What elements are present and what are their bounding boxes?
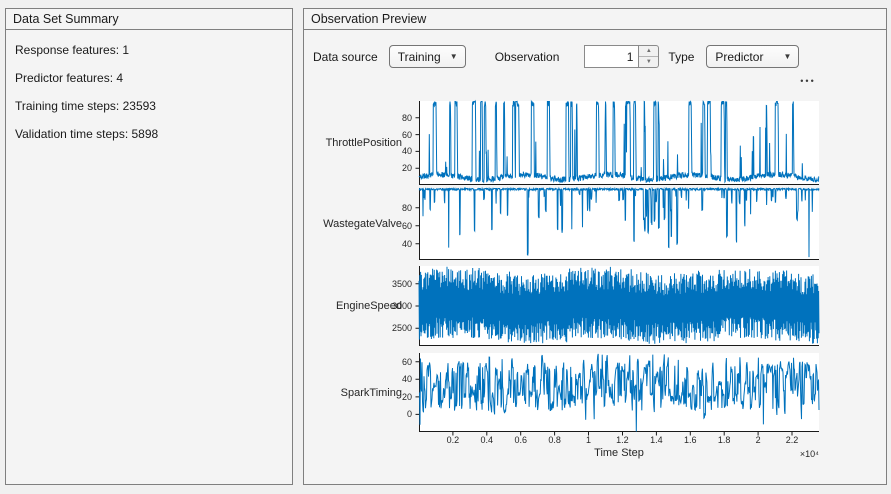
- subplot-wastegatevalve: [415, 186, 820, 260]
- response-features-text: Response features: 1: [15, 43, 130, 57]
- observation-preview-panel: Observation Preview Data source Training…: [303, 8, 887, 485]
- x-tick-label: 2.2: [785, 435, 799, 445]
- x-tick-label: 0.8: [548, 435, 561, 445]
- y-tick-label: 60: [401, 220, 412, 231]
- y-tick-label: 40: [401, 238, 412, 249]
- y-axis-variable-label: SparkTiming: [340, 386, 402, 399]
- axis-lines: [415, 353, 819, 436]
- chevron-down-icon: ▼: [783, 52, 792, 61]
- x-tick-label: 1.4: [650, 435, 663, 445]
- observation-spinner: ▲ ▼: [638, 45, 660, 68]
- x-tick-label: 2: [755, 435, 761, 445]
- y-axis-variable-label: WastegateValve: [323, 218, 402, 230]
- signal-line: [418, 99, 820, 184]
- y-tick-label: 80: [401, 202, 412, 213]
- observation-preview-title: Observation Preview: [304, 9, 886, 30]
- y-tick-label: 3000: [391, 301, 412, 311]
- x-tick-label: 0.6: [514, 435, 527, 445]
- data-source-label: Data source: [313, 49, 378, 64]
- type-label: Type: [668, 49, 695, 64]
- axis-lines: [415, 266, 819, 346]
- observation-input[interactable]: [584, 45, 639, 68]
- x-axis-exponent: ×10⁴: [799, 449, 819, 459]
- y-tick-label: 40: [401, 374, 412, 385]
- training-steps-text: Training time steps: 23593: [15, 99, 156, 113]
- validation-steps-text: Validation time steps: 5898: [15, 127, 159, 141]
- axis-lines: [415, 188, 819, 260]
- axis-lines: [415, 101, 819, 185]
- observation-toolbar: Data source Training ▼ Observation ▲ ▼ T…: [313, 45, 800, 68]
- signal-line: [418, 266, 820, 344]
- y-axis-variable-label: EngineSpeed: [335, 300, 402, 312]
- chevron-down-icon: ▼: [449, 52, 458, 61]
- spinner-down-icon[interactable]: ▼: [645, 59, 652, 65]
- x-tick-label: 0.2: [446, 435, 460, 445]
- y-tick-label: 80: [401, 112, 412, 123]
- data-source-value: Training: [397, 49, 441, 64]
- x-tick-label: 0.4: [480, 435, 494, 445]
- subplot-enginespeed: [415, 266, 820, 346]
- y-tick-label: 40: [401, 146, 412, 157]
- y-tick-label: 3500: [391, 278, 412, 289]
- spinner-up-icon[interactable]: ▲: [639, 46, 659, 57]
- signal-line: [418, 353, 820, 432]
- dataset-summary-list: Response features: 1 Predictor features:…: [6, 30, 292, 155]
- y-tick-label: 60: [401, 129, 412, 140]
- x-tick-label: 1: [586, 435, 592, 445]
- y-axis-variable-label: ThrottlePosition: [325, 137, 402, 149]
- observation-stepper: ▲ ▼: [584, 45, 660, 68]
- dataset-summary-panel: Data Set Summary Response features: 1 Pr…: [5, 8, 293, 485]
- type-dropdown[interactable]: Predictor ▼: [706, 45, 800, 68]
- type-value: Predictor: [715, 49, 764, 64]
- y-tick-label: 0: [406, 409, 412, 420]
- dataset-summary-title: Data Set Summary: [6, 9, 292, 30]
- subplot-sparktiming: [415, 353, 820, 436]
- data-source-dropdown[interactable]: Training ▼: [388, 45, 466, 68]
- y-tick-label: 2500: [391, 323, 412, 334]
- signal-line: [418, 186, 820, 258]
- x-tick-label: 1.6: [684, 435, 697, 445]
- axes-toolbar-button[interactable]: •••: [800, 76, 816, 86]
- x-tick-label: 1.8: [717, 435, 731, 445]
- observation-label: Observation: [494, 49, 560, 64]
- y-tick-label: 20: [401, 391, 412, 402]
- x-tick-label: 1.2: [616, 435, 629, 445]
- y-tick-label: 60: [401, 356, 412, 367]
- figure-area: ThrottlePosition 20 40 60 80 WastegateValve 40…: [304, 69, 888, 486]
- y-tick-label: 20: [401, 163, 412, 174]
- predictor-features-text: Predictor features: 4: [15, 71, 124, 85]
- x-axis-label: Time Step: [594, 447, 644, 459]
- subplot-throttleposition: [415, 99, 820, 185]
